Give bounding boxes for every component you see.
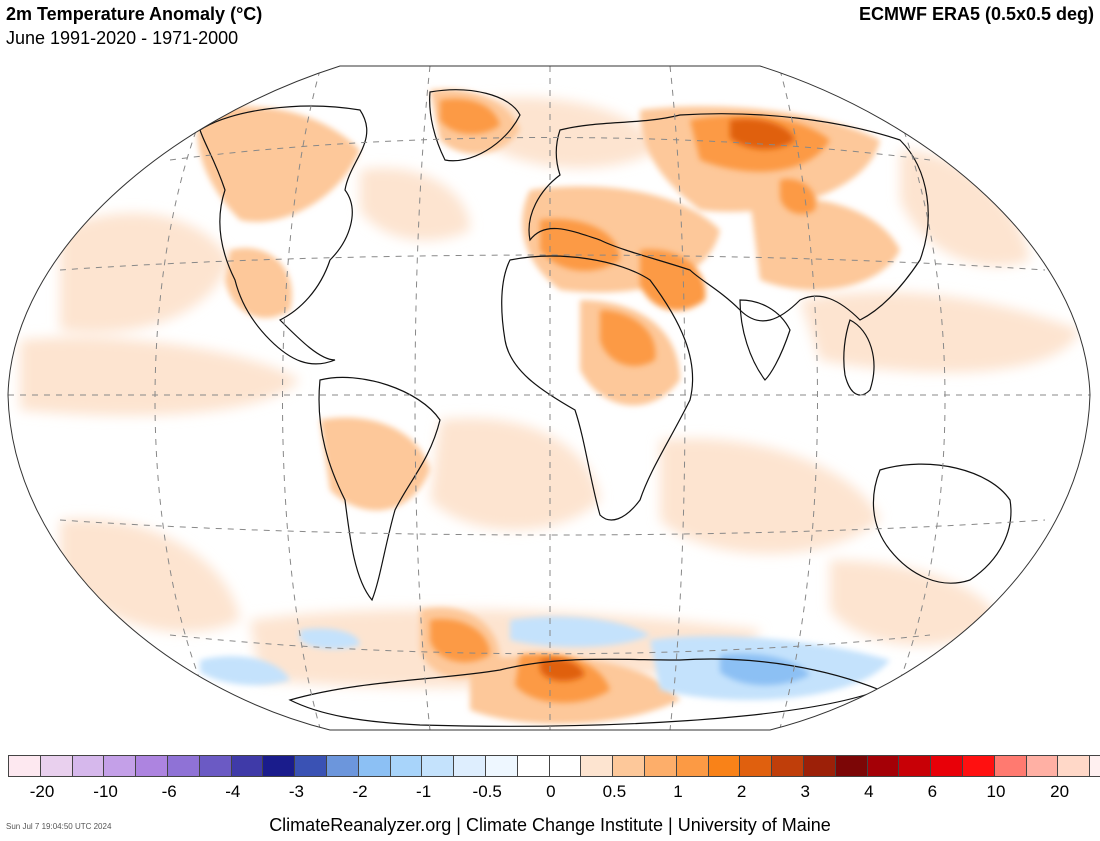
colorbar-tick-label: -1 <box>416 782 432 801</box>
colorbar-tick-label: 2 <box>736 782 747 801</box>
colorbar-swatch-22 <box>708 756 741 776</box>
colorbar-tick-label: -6 <box>161 782 177 801</box>
colorbar-swatch-3 <box>104 756 137 776</box>
graticule <box>8 66 1090 730</box>
colorbar-swatch-9 <box>295 756 327 776</box>
colorbar-swatch-12 <box>390 756 423 776</box>
colorbar-swatch-28 <box>899 756 932 776</box>
colorbar-tick-label: 6 <box>927 782 938 801</box>
colorbar-ticks: -20 -10 -6 -4 -3 -2 -1 -0.5 0 0.5 1 2 3 4 6 10 20 <box>0 782 1100 806</box>
colorbar-swatch-29 <box>931 756 963 776</box>
coastlines <box>199 89 1012 727</box>
colorbar-tick-label: 10 <box>986 782 1006 801</box>
colorbar-swatch-34 <box>1090 756 1100 776</box>
colorbar-tick-label: -3 <box>288 782 304 801</box>
colorbar-swatch-27 <box>867 756 900 776</box>
colorbar <box>8 755 1100 777</box>
colorbar-swatch-25 <box>803 756 836 776</box>
colorbar-swatch-30 <box>962 756 995 776</box>
colorbar-swatch-20 <box>644 756 677 776</box>
credit-line: ClimateReanalyzer.org | Climate Change I… <box>269 815 831 835</box>
colorbar-swatch-18 <box>581 756 614 776</box>
colorbar-swatch-33 <box>1058 756 1091 776</box>
colorbar-swatch-15 <box>485 756 518 776</box>
colorbar-tick-label: -0.5 <box>472 782 502 801</box>
colorbar-swatch-5 <box>167 756 200 776</box>
colorbar-swatch-6 <box>199 756 232 776</box>
world-anomaly-map <box>7 65 1091 731</box>
colorbar-swatch-8 <box>263 756 296 776</box>
map-svg <box>7 65 1091 731</box>
colorbar-swatch-19 <box>613 756 645 776</box>
colorbar-tick-label: -4 <box>225 782 241 801</box>
colorbar-tick-label: 0.5 <box>602 782 627 801</box>
colorbar-swatch-16 <box>517 756 550 776</box>
timestamp: Sun Jul 7 19:04:50 UTC 2024 <box>6 822 112 831</box>
colorbar-tick-label: -10 <box>93 782 118 801</box>
colorbar-swatch-0 <box>9 756 41 776</box>
colorbar-swatch-24 <box>772 756 804 776</box>
colorbar-swatch-23 <box>740 756 773 776</box>
colorbar-swatch-11 <box>358 756 391 776</box>
colorbar-swatch-13 <box>422 756 455 776</box>
anomaly-field <box>8 66 1090 730</box>
colorbar-tick-label: 0 <box>546 782 556 801</box>
colorbar-tick-label: 1 <box>673 782 683 801</box>
colorbar-swatch-17 <box>549 756 582 776</box>
colorbar-tick-label: -20 <box>29 782 55 801</box>
map-title: 2m Temperature Anomaly (°C) <box>6 4 263 24</box>
colorbar-tick-label: -2 <box>352 782 368 801</box>
colorbar-tick-label: 20 <box>1050 782 1070 801</box>
data-source-label: ECMWF ERA5 (0.5x0.5 deg) <box>858 4 1094 24</box>
colorbar-tick-label: 4 <box>864 782 874 801</box>
colorbar-swatch-4 <box>136 756 168 776</box>
colorbar-swatch-1 <box>40 756 73 776</box>
colorbar-swatch-31 <box>994 756 1027 776</box>
colorbar-swatch-26 <box>835 756 868 776</box>
colorbar-swatch-14 <box>454 756 486 776</box>
colorbar-swatch-32 <box>1026 756 1059 776</box>
colorbar-swatch-21 <box>676 756 709 776</box>
map-subtitle: June 1991-2020 - 1971-2000 <box>6 28 239 48</box>
colorbar-swatch-10 <box>326 756 359 776</box>
colorbar-swatch-2 <box>72 756 105 776</box>
colorbar-tick-label: 3 <box>800 782 810 801</box>
colorbar-swatch-7 <box>231 756 264 776</box>
